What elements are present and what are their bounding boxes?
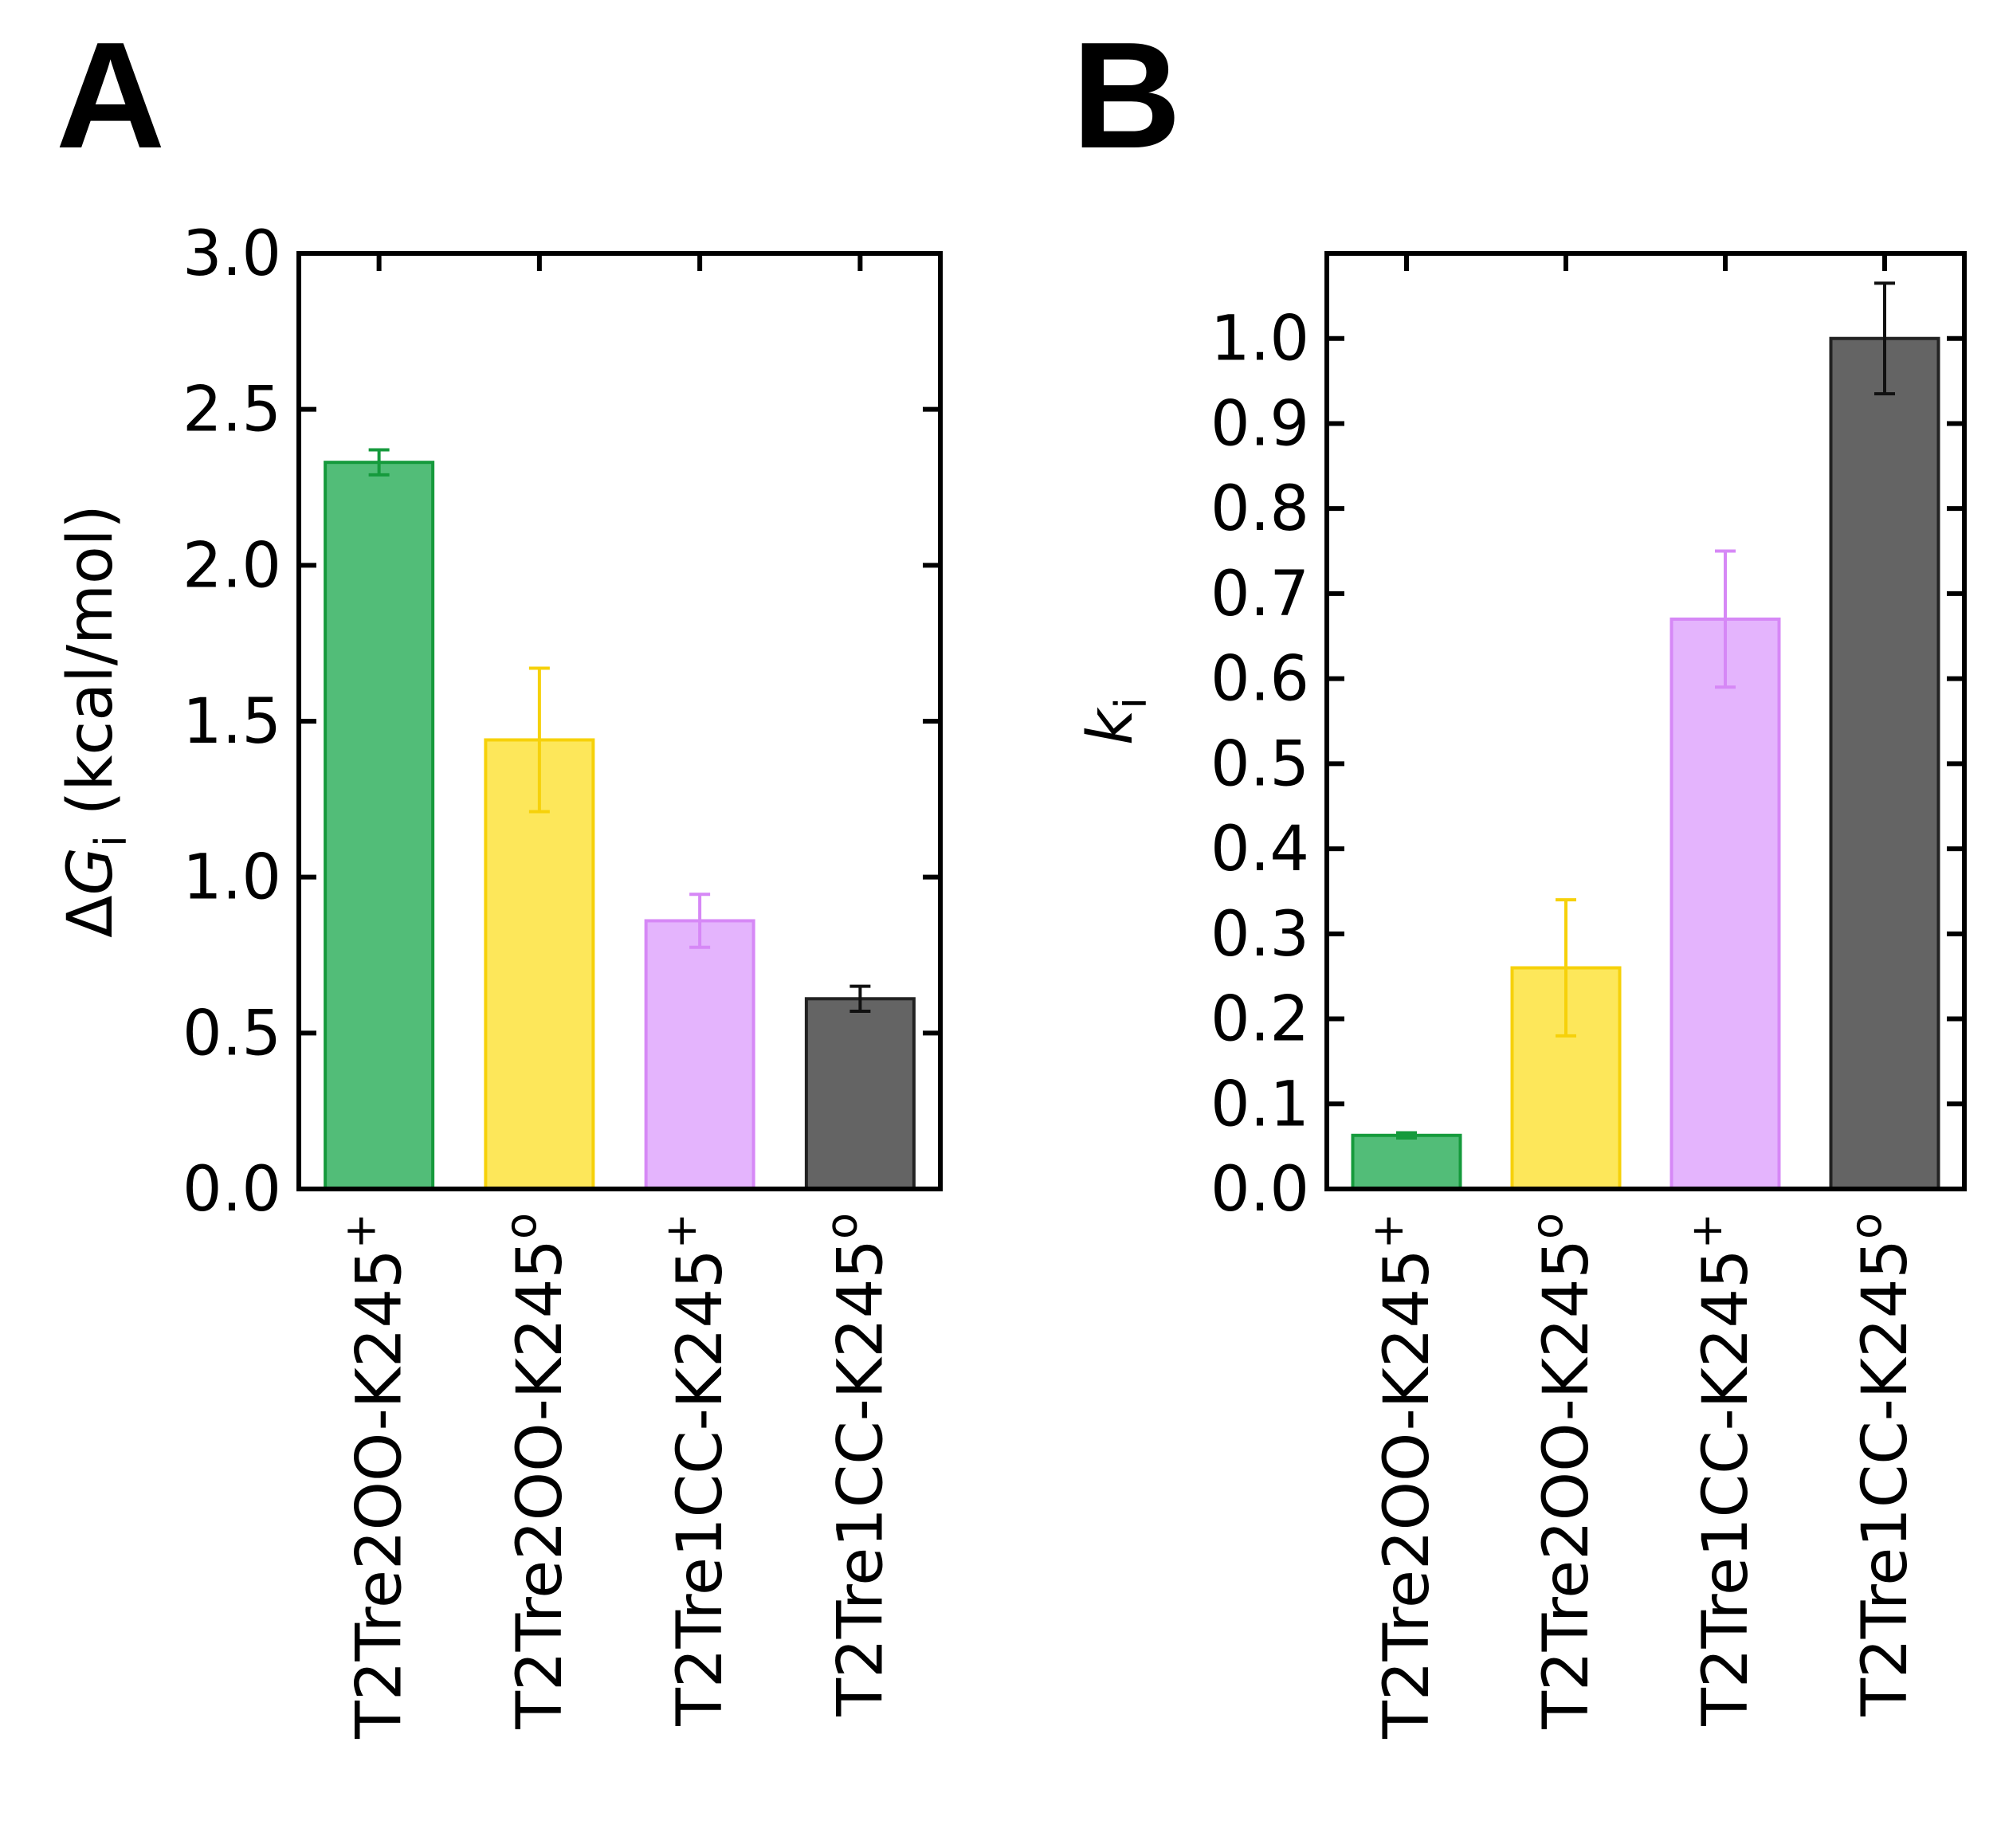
y-tick-label: 2.5 bbox=[182, 375, 281, 446]
x-tick-label: T2Tre2OO-K245+ bbox=[1363, 1213, 1443, 1740]
error-bar bbox=[1556, 898, 1576, 1038]
panel-letter-b: B bbox=[1072, 11, 1181, 180]
x-tick-label: T2Tre1CC-K245+ bbox=[656, 1213, 736, 1727]
y-axis-label: ΔGi (kcal/mol) bbox=[55, 504, 136, 938]
y-tick-label: 0.5 bbox=[1210, 728, 1309, 800]
panel-letter-a: A bbox=[56, 11, 165, 180]
bar bbox=[1829, 336, 1940, 1191]
y-tick-label: 0.1 bbox=[1210, 1069, 1309, 1140]
y-tick-label: 0.3 bbox=[1210, 899, 1309, 971]
x-tick-label: T2Tre1CC-K245o bbox=[816, 1213, 897, 1717]
y-tick-label: 0.8 bbox=[1210, 473, 1309, 545]
x-tick-label: T2Tre2OO-K245+ bbox=[335, 1213, 416, 1740]
bar bbox=[644, 919, 755, 1191]
y-axis-label: ki bbox=[1075, 697, 1156, 745]
y-tick-label: 1.0 bbox=[1210, 304, 1309, 375]
bar bbox=[484, 738, 595, 1191]
chart-panel-b: 0.0 0.1 0.2 0.3 0.4 0.5 0.6 0.7 0.8 0.9 1.0 T2Tre2O… bbox=[1075, 251, 1967, 1740]
error-bar bbox=[368, 448, 390, 477]
y-tick-label: 1.0 bbox=[182, 842, 281, 914]
error-bar bbox=[689, 893, 711, 949]
y-tick-label: 0.9 bbox=[1210, 388, 1309, 460]
y-tick-label: 1.5 bbox=[182, 686, 281, 758]
x-tick-label: T2Tre2OO-K245o bbox=[496, 1213, 576, 1730]
error-bar bbox=[1396, 1131, 1417, 1140]
y-tick-label: 0.4 bbox=[1210, 814, 1309, 885]
y-tick-label: 0.0 bbox=[1210, 1154, 1309, 1226]
bar bbox=[1351, 1133, 1462, 1191]
y-tick-label: 0.0 bbox=[182, 1154, 281, 1226]
x-tick-label: T2Tre2OO-K245o bbox=[1522, 1213, 1603, 1730]
y-tick-label: 3.0 bbox=[182, 218, 281, 290]
x-tick-label: T2Tre1CC-K245o bbox=[1841, 1213, 1921, 1717]
error-bar bbox=[1715, 549, 1736, 689]
y-tick-label: 2.0 bbox=[182, 530, 281, 602]
y-tick-label: 0.2 bbox=[1210, 984, 1309, 1056]
y-tick-label: 0.5 bbox=[182, 998, 281, 1069]
error-bar bbox=[528, 666, 550, 814]
y-tick-label: 0.7 bbox=[1210, 559, 1309, 630]
bar bbox=[804, 997, 916, 1191]
error-bar bbox=[1874, 281, 1895, 396]
plot-frame bbox=[1324, 251, 1967, 1191]
error-bar bbox=[849, 984, 871, 1013]
bar bbox=[324, 461, 435, 1191]
y-tick-label: 0.6 bbox=[1210, 644, 1309, 716]
bar bbox=[1669, 617, 1781, 1191]
chart-panel-a: 0.0 0.5 1.0 1.5 2.0 2.5 3.0 T2Tre2OO-K245+ T2Tre… bbox=[55, 218, 943, 1740]
x-tick-label: T2Tre1CC-K245+ bbox=[1681, 1213, 1762, 1727]
